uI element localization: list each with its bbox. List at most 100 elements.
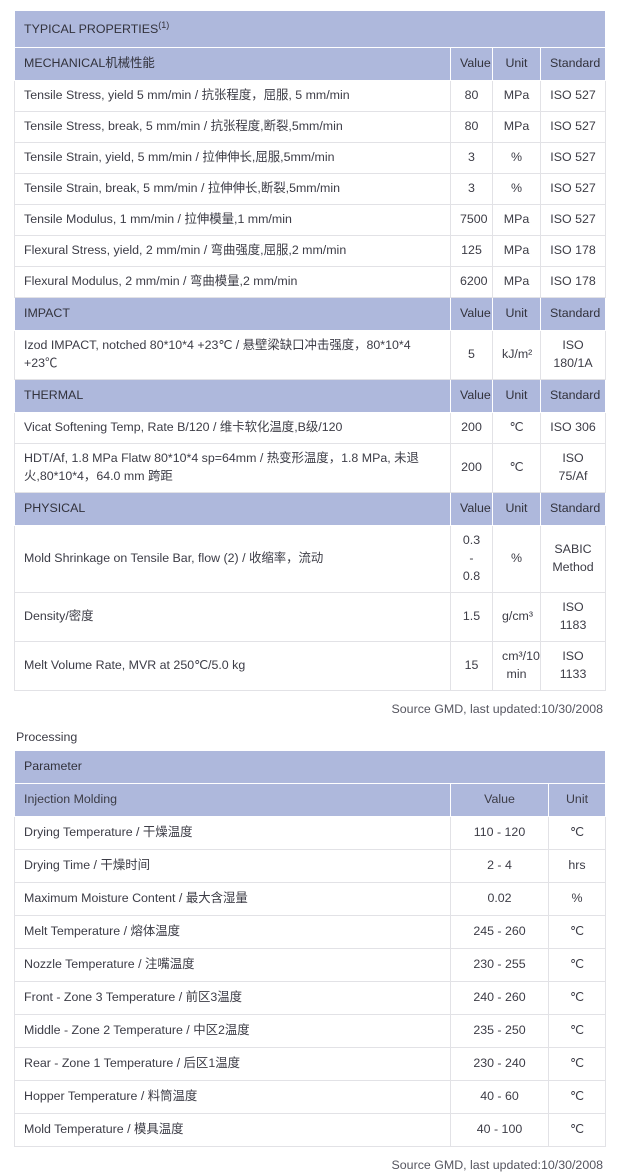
table-row: Drying Time / 干燥时间 2 - 4 hrs — [14, 848, 607, 883]
table-row: Tensile Strain, break, 5 mm/min / 拉伸伸长,断… — [14, 173, 607, 206]
property-unit: g/cm³ — [492, 591, 541, 642]
column-header-unit: Unit — [492, 296, 541, 331]
property-unit: MPa — [492, 266, 541, 298]
parameter-unit: ℃ — [547, 1046, 607, 1081]
property-standard: ISO 1133 — [539, 640, 607, 691]
section-header-thermal: THERMAL Value Unit Standard — [14, 378, 607, 413]
parameter-value: 240 - 260 — [450, 980, 549, 1015]
property-name: Tensile Strain, break, 5 mm/min / 拉伸伸长,断… — [14, 173, 451, 206]
column-header-standard: Standard — [539, 47, 607, 82]
table-row: Front - Zone 3 Temperature / 前区3温度 240 -… — [14, 980, 607, 1015]
parameter-name: Mold Temperature / 模具温度 — [14, 1112, 451, 1147]
datasheet-page: TYPICAL PROPERTIES(1) MECHANICAL机械性能 Val… — [13, 9, 607, 1172]
section-header-mechanical: MECHANICAL机械性能 Value Unit Standard — [14, 47, 607, 82]
property-value: 3 — [450, 173, 493, 206]
typical-properties-title-row: TYPICAL PROPERTIES(1) — [13, 9, 607, 49]
typical-properties-body: TYPICAL PROPERTIES(1) MECHANICAL机械性能 Val… — [13, 9, 607, 691]
typical-properties-source: Source GMD, last updated:10/30/2008 — [391, 701, 603, 716]
column-header-value: Value — [450, 491, 493, 526]
property-value: 3 — [450, 142, 493, 175]
parameter-unit: ℃ — [547, 914, 607, 949]
section-name-impact: IMPACT — [14, 296, 451, 331]
table-row: Flexural Stress, yield, 2 mm/min / 弯曲强度,… — [14, 235, 607, 267]
parameter-value: 2 - 4 — [450, 848, 549, 883]
parameter-unit: hrs — [547, 848, 607, 883]
parameter-unit: ℃ — [547, 1013, 607, 1048]
property-standard: ISO 75/Af — [539, 442, 607, 493]
property-unit: MPa — [492, 111, 541, 144]
table-row: Nozzle Temperature / 注嘴温度 230 - 255 ℃ — [14, 947, 607, 982]
section-name-mechanical: MECHANICAL机械性能 — [14, 47, 451, 82]
processing-column-header-value: Value — [450, 782, 549, 817]
property-value: 80 — [450, 111, 493, 144]
table-row: Tensile Modulus, 1 mm/min / 拉伸模量,1 mm/mi… — [14, 204, 607, 237]
parameter-name: Front - Zone 3 Temperature / 前区3温度 — [14, 980, 451, 1015]
property-name: Flexural Modulus, 2 mm/min / 弯曲模量,2 mm/m… — [14, 266, 451, 298]
property-value: 200 — [450, 442, 493, 493]
column-header-unit: Unit — [492, 47, 541, 82]
property-standard: ISO 527 — [539, 204, 607, 237]
table-row: Melt Temperature / 熔体温度 245 - 260 ℃ — [14, 914, 607, 949]
property-name: Melt Volume Rate, MVR at 250℃/5.0 kg — [14, 640, 451, 691]
property-unit: MPa — [492, 235, 541, 267]
table-row: Vicat Softening Temp, Rate B/120 / 维卡软化温… — [14, 411, 607, 444]
typical-properties-table: TYPICAL PROPERTIES(1) MECHANICAL机械性能 Val… — [13, 9, 607, 691]
column-header-unit: Unit — [492, 378, 541, 413]
property-name: Tensile Stress, yield 5 mm/min / 抗张程度，屈服… — [14, 80, 451, 113]
parameter-value: 235 - 250 — [450, 1013, 549, 1048]
title-footnote: (1) — [158, 20, 170, 30]
property-value: 200 — [450, 411, 493, 444]
property-name: Flexural Stress, yield, 2 mm/min / 弯曲强度,… — [14, 235, 451, 267]
property-standard: SABIC Method — [539, 524, 607, 593]
parameter-unit: % — [547, 881, 607, 916]
table-row: Tensile Strain, yield, 5 mm/min / 拉伸伸长,屈… — [14, 142, 607, 175]
parameter-value: 230 - 240 — [450, 1046, 549, 1081]
table-row: Mold Temperature / 模具温度 40 - 100 ℃ — [14, 1112, 607, 1147]
property-standard: ISO 1183 — [539, 591, 607, 642]
parameter-name: Rear - Zone 1 Temperature / 后区1温度 — [14, 1046, 451, 1081]
property-value: 1.5 — [450, 591, 493, 642]
table-row: Drying Temperature / 干燥温度 110 - 120 ℃ — [14, 815, 607, 850]
processing-section-label: Processing — [16, 729, 78, 744]
property-name: Tensile Modulus, 1 mm/min / 拉伸模量,1 mm/mi… — [14, 204, 451, 237]
parameter-unit: ℃ — [547, 980, 607, 1015]
table-row: Melt Volume Rate, MVR at 250℃/5.0 kg 15 … — [14, 640, 607, 691]
table-row: Izod IMPACT, notched 80*10*4 +23℃ / 悬壁梁缺… — [14, 329, 607, 380]
property-name: Tensile Strain, yield, 5 mm/min / 拉伸伸长,屈… — [14, 142, 451, 175]
property-standard: ISO 527 — [539, 173, 607, 206]
property-name: Vicat Softening Temp, Rate B/120 / 维卡软化温… — [14, 411, 451, 444]
processing-subheader-name: Injection Molding — [14, 782, 451, 817]
property-standard: ISO 178 — [539, 266, 607, 298]
table-row: Middle - Zone 2 Temperature / 中区2温度 235 … — [14, 1013, 607, 1048]
table-row: Mold Shrinkage on Tensile Bar, flow (2) … — [14, 524, 607, 593]
processing-subheader-row: Injection Molding Value Unit — [14, 782, 607, 817]
processing-banner-row: Parameter — [13, 749, 607, 784]
table-row: HDT/Af, 1.8 MPa Flatw 80*10*4 sp=64mm / … — [14, 442, 607, 493]
property-unit: ℃ — [492, 442, 541, 493]
property-name: Izod IMPACT, notched 80*10*4 +23℃ / 悬壁梁缺… — [14, 329, 451, 380]
processing-table-body: Parameter Injection Molding Value Unit D… — [13, 749, 607, 1147]
property-unit: ℃ — [492, 411, 541, 444]
processing-source: Source GMD, last updated:10/30/2008 — [391, 1157, 603, 1172]
parameter-value: 0.02 — [450, 881, 549, 916]
parameter-name: Maximum Moisture Content / 最大含湿量 — [14, 881, 451, 916]
property-standard: ISO 527 — [539, 111, 607, 144]
property-name: HDT/Af, 1.8 MPa Flatw 80*10*4 sp=64mm / … — [14, 442, 451, 493]
section-name-thermal: THERMAL — [14, 378, 451, 413]
table-row: Density/密度 1.5 g/cm³ ISO 1183 — [14, 591, 607, 642]
property-value: 7500 — [450, 204, 493, 237]
parameter-unit: ℃ — [547, 1112, 607, 1147]
property-standard: ISO 527 — [539, 142, 607, 175]
property-unit: % — [492, 524, 541, 593]
parameter-unit: ℃ — [547, 947, 607, 982]
property-name: Density/密度 — [14, 591, 451, 642]
parameter-name: Drying Temperature / 干燥温度 — [14, 815, 451, 850]
section-header-physical: PHYSICAL Value Unit Standard — [14, 491, 607, 526]
parameter-value: 110 - 120 — [450, 815, 549, 850]
column-header-unit: Unit — [492, 491, 541, 526]
table-row: Flexural Modulus, 2 mm/min / 弯曲模量,2 mm/m… — [14, 266, 607, 298]
processing-table: Parameter Injection Molding Value Unit D… — [13, 749, 607, 1147]
property-unit: kJ/m² — [492, 329, 541, 380]
table-row: Tensile Stress, break, 5 mm/min / 抗张程度,断… — [14, 111, 607, 144]
parameter-unit: ℃ — [547, 815, 607, 850]
